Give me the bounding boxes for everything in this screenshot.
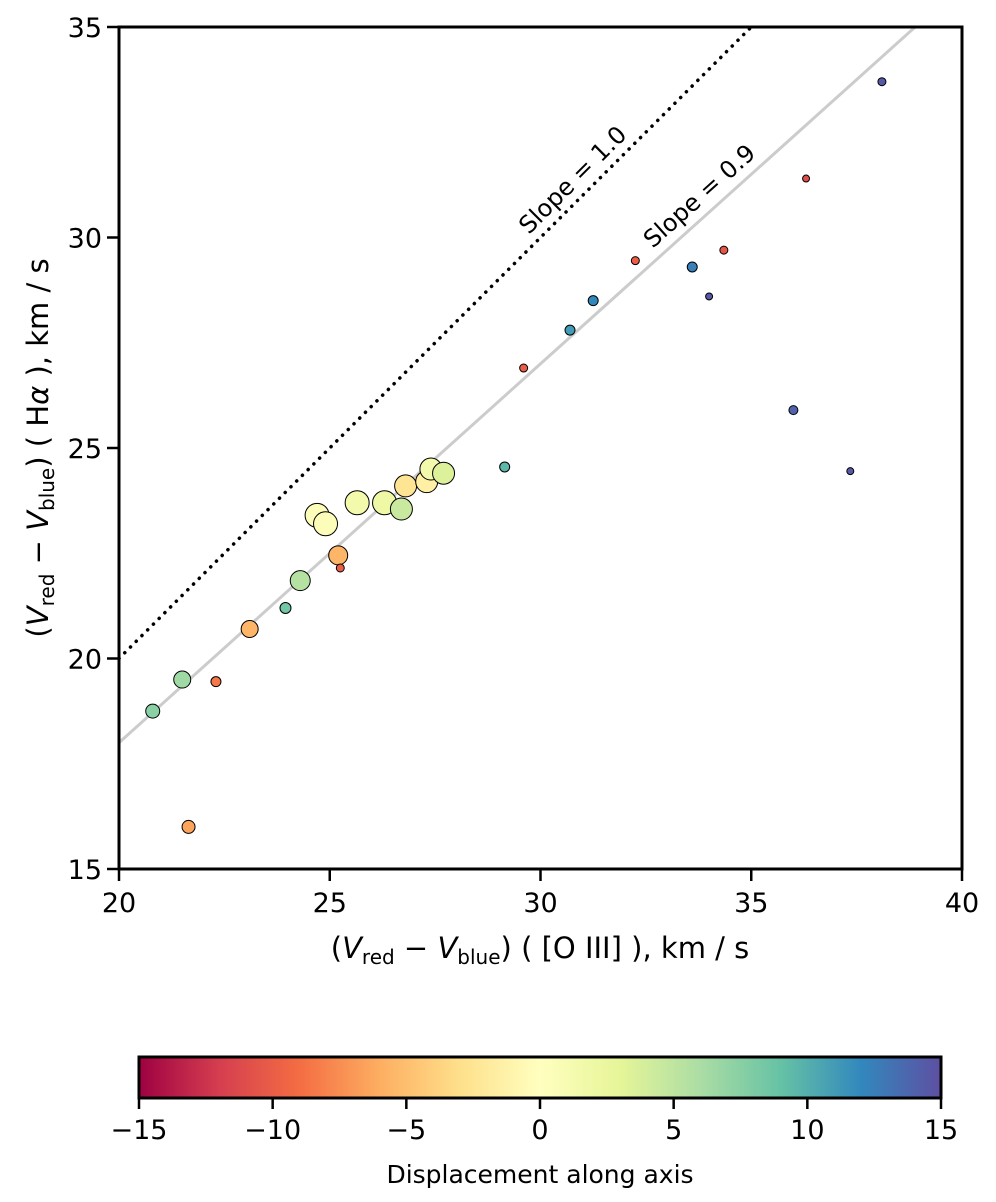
data-point — [210, 676, 222, 688]
data-point — [335, 563, 345, 573]
colorbar-tick-label: −10 — [244, 1115, 301, 1146]
y-tick-label: 30 — [68, 224, 102, 255]
data-point — [328, 545, 349, 566]
data-point — [394, 474, 418, 498]
colorbar-tick-label: −15 — [111, 1115, 168, 1146]
data-point — [587, 295, 599, 307]
colorbar-tick-label: 10 — [790, 1115, 824, 1146]
data-point — [686, 261, 698, 273]
colorbar-tick-label: 15 — [924, 1115, 958, 1146]
data-point — [564, 324, 576, 336]
data-point — [279, 601, 292, 614]
slope-0.9-line — [119, 27, 918, 744]
colorbar-tick-label: 0 — [531, 1115, 548, 1146]
data-point — [877, 77, 887, 87]
data-point — [289, 570, 311, 592]
y-axis-label: (Vred − Vblue) ( Hα ), km / s — [21, 258, 59, 637]
colorbar-tick-label: −5 — [386, 1115, 426, 1146]
colorbar: −15 −10 −5 0 5 10 15 Displacement along axis — [111, 1055, 958, 1189]
data-point — [719, 245, 729, 255]
data-point — [173, 670, 192, 689]
data-point — [389, 497, 413, 521]
slope-0.9-label: Slope = 0.9 — [638, 139, 761, 254]
data-point — [181, 819, 196, 834]
x-tick-label: 30 — [523, 888, 557, 919]
data-point — [313, 511, 339, 537]
data-point — [344, 490, 370, 516]
y-tick-label: 20 — [68, 645, 102, 676]
x-axis-ticks: 20 25 30 35 40 — [102, 869, 979, 919]
y-tick-label: 15 — [68, 855, 102, 886]
y-tick-label: 35 — [68, 13, 102, 44]
data-point — [240, 620, 259, 639]
reference-line-labels: Slope = 1.0 Slope = 0.9 — [513, 121, 761, 254]
data-point — [519, 363, 529, 373]
x-tick-label: 35 — [734, 888, 768, 919]
x-axis-label: (Vred − Vblue) ( [O III] ), km / s — [331, 931, 750, 969]
x-tick-label: 20 — [102, 888, 136, 919]
plot-frame — [117, 25, 964, 871]
x-tick-label: 40 — [945, 888, 979, 919]
x-tick-label: 25 — [313, 888, 347, 919]
data-point — [432, 461, 456, 485]
colorbar-gradient — [137, 1055, 943, 1100]
data-point — [145, 703, 161, 719]
y-axis-ticks: 15 20 25 30 35 — [68, 13, 119, 886]
slope-1-label: Slope = 1.0 — [513, 121, 632, 240]
data-point — [846, 467, 855, 476]
colorbar-label: Displacement along axis — [386, 1160, 693, 1189]
data-point — [630, 256, 640, 266]
colorbar-ticks: −15 −10 −5 0 5 10 15 — [111, 1098, 958, 1146]
data-point — [705, 292, 714, 301]
reference-lines — [119, 27, 918, 744]
data-point — [802, 174, 811, 183]
data-point — [788, 405, 799, 416]
colorbar-tick-label: 5 — [665, 1115, 682, 1146]
data-point — [499, 461, 511, 473]
y-tick-label: 25 — [68, 434, 102, 465]
data-points — [145, 77, 887, 834]
